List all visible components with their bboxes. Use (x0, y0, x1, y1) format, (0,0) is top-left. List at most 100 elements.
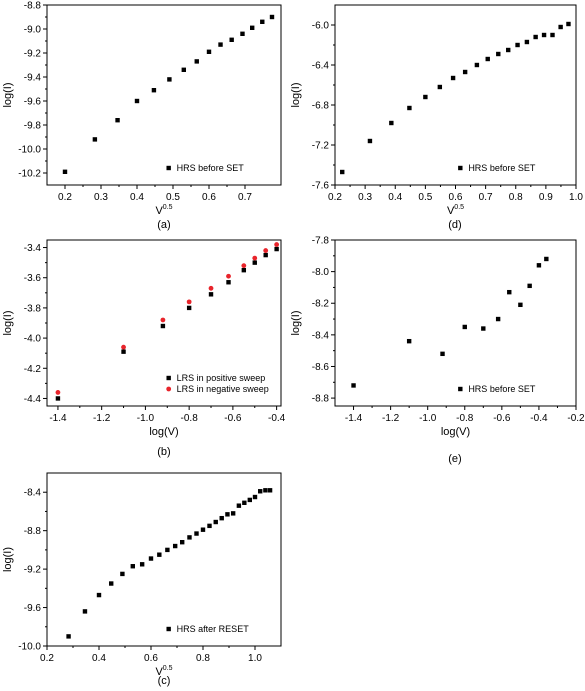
x-axis-label-superscript: 0.5 (454, 204, 464, 211)
y-tick-label: -9.6 (24, 97, 42, 108)
data-point (423, 94, 428, 100)
data-point (367, 138, 373, 144)
data-point (274, 246, 279, 252)
series-0 (340, 21, 571, 175)
legend-label: LRS in positive sweep (177, 373, 266, 383)
data-point (440, 351, 445, 357)
x-tick-label: 0.6 (144, 653, 158, 664)
y-tick-label: -9.2 (24, 49, 42, 60)
data-point (252, 260, 257, 265)
x-tick-label: -0.4 (530, 413, 548, 424)
legend-label: HRS before SET (177, 163, 245, 173)
x-tick-label: -0.2 (567, 413, 585, 424)
data-point (230, 511, 236, 516)
data-point (437, 84, 443, 90)
data-point (167, 77, 172, 82)
y-tick-label: -8.6 (312, 362, 330, 373)
x-tick-label: 0.5 (166, 192, 180, 203)
y-axis-label: log(I) (290, 82, 302, 107)
x-tick-label: -0.6 (493, 413, 511, 424)
legend-label: HRS before SET (468, 384, 536, 394)
x-tick-label: 0.7 (238, 192, 252, 203)
panel-caption: (d) (448, 219, 461, 231)
data-point (536, 263, 542, 268)
x-axis-label-superscript: 0.5 (163, 204, 173, 211)
chart-e: -1.4 -1.2 -1.0 -0.8 -0.6 -0.4 -0.2 -8.8 -8.6 -8.4… (290, 236, 585, 466)
x-tick-label: 0.3 (94, 192, 108, 203)
x-tick-label: 1.0 (248, 653, 262, 664)
y-tick-label: -9.0 (24, 25, 42, 36)
data-point (66, 634, 71, 639)
data-point (462, 324, 467, 330)
legend-marker (166, 386, 172, 392)
data-point (55, 390, 61, 395)
legend-label: HRS after RESET (177, 624, 250, 634)
y-tick-label: -8.8 (24, 1, 42, 12)
data-point (250, 25, 255, 30)
data-point (186, 299, 192, 305)
x-tick-label: -0.8 (181, 413, 199, 424)
y-tick-label: -3.4 (24, 243, 42, 254)
data-point (351, 383, 356, 388)
data-point (258, 489, 263, 494)
series-1 (55, 242, 280, 395)
data-point (208, 292, 214, 297)
y-axis-label: log(I) (2, 547, 14, 572)
data-point (165, 547, 170, 553)
chart-b: -1.4 -1.2 -1.0 -0.8 -0.6 -0.4 -4.4 -4.2 -4.0 -3.8… (2, 239, 286, 458)
data-point (527, 283, 532, 289)
y-tick-label: -4.2 (24, 364, 42, 375)
data-point (544, 256, 549, 262)
y-tick-label: -10.2 (18, 169, 41, 180)
y-tick-label: -9.2 (24, 565, 42, 576)
data-point (121, 349, 126, 354)
x-tick-label: 0.9 (539, 192, 553, 203)
y-tick-label: -9.8 (24, 121, 42, 132)
series-0 (55, 246, 279, 401)
data-point (207, 523, 212, 529)
x-tick-label: -1.4 (345, 413, 363, 424)
data-point (236, 503, 242, 508)
data-point (187, 535, 192, 540)
series-0 (62, 14, 275, 174)
data-point (541, 32, 547, 38)
x-tick-label: -1.4 (49, 413, 67, 424)
data-point (485, 56, 490, 62)
x-tick-label: 0.8 (196, 653, 210, 664)
y-tick-label: -10.0 (18, 145, 41, 156)
panel-caption: (a) (157, 219, 170, 231)
x-tick-label: -1.0 (419, 413, 437, 424)
x-tick-label: 0.2 (40, 653, 54, 664)
data-point (55, 396, 61, 401)
x-axis-label-text: V (155, 205, 163, 217)
x-tick-label: 0.6 (449, 192, 463, 203)
x-tick-label: 0.3 (358, 192, 372, 203)
data-point (474, 62, 480, 68)
data-point (194, 59, 199, 64)
data-point (225, 512, 230, 517)
y-tick-label: -9.6 (24, 603, 42, 614)
x-tick-label: 0.2 (58, 192, 72, 203)
data-point (172, 543, 178, 549)
data-point (134, 98, 140, 104)
x-tick-label: -0.8 (456, 413, 474, 424)
y-axis-label: log(I) (290, 310, 302, 335)
data-point (274, 242, 280, 247)
series-0 (66, 488, 273, 639)
data-point (229, 37, 234, 42)
legend-label: HRS before SET (468, 163, 536, 173)
data-point (206, 49, 212, 54)
data-point (92, 137, 98, 142)
x-tick-label: -0.4 (268, 413, 286, 424)
x-axis-label: log(V) (149, 426, 178, 438)
x-tick-label: 0.6 (202, 192, 216, 203)
data-point (533, 34, 538, 40)
chart-d: 0.2 0.3 0.4 0.5 0.6 0.7 0.8 0.9 1.0-7.6-7.2-6.8-… (290, 4, 583, 231)
data-point (518, 302, 523, 308)
y-axis-label: log(I) (2, 82, 14, 107)
y-tick-label: -4.0 (24, 334, 42, 345)
data-point (241, 263, 247, 269)
y-tick-label: -9.4 (24, 73, 42, 84)
data-point (515, 42, 520, 48)
